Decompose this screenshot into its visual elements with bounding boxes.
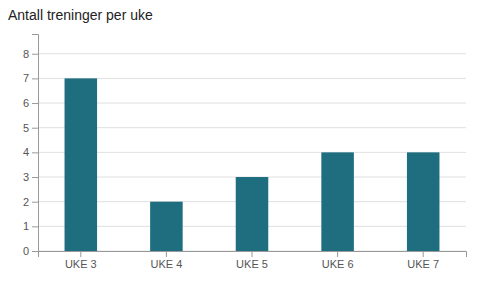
grid-line — [38, 103, 466, 104]
plot-area: 0 1 2 3 4 5 6 7 8 UKE 3 UKE 4 UKE 5 UKE 6 UKE 7 — [23, 35, 467, 270]
y-tick: 3 — [23, 171, 38, 183]
x-tick-label: UKE 6 — [322, 258, 354, 270]
x-tick: UKE 7 — [407, 251, 439, 270]
y-tick: 1 — [23, 220, 38, 232]
bar — [150, 202, 183, 251]
y-tick-label: 8 — [23, 48, 29, 60]
y-axis-line — [32, 35, 39, 252]
y-tick: 8 — [23, 48, 38, 60]
chart-svg: Antall treninger per uke012345678UKE 3UK… — [0, 0, 482, 281]
x-tick-label: UKE 7 — [407, 258, 439, 270]
y-tick-label: 4 — [23, 146, 29, 158]
bar — [407, 152, 440, 251]
grid-line — [38, 78, 466, 79]
y-tick-mark — [32, 251, 38, 252]
bar — [236, 177, 269, 251]
x-tick-mark — [423, 251, 424, 257]
x-tick-mark — [166, 251, 167, 257]
y-tick-label: 2 — [23, 196, 29, 208]
y-tick-mark — [32, 152, 38, 153]
y-tick-label: 6 — [23, 97, 29, 109]
y-tick-mark — [32, 177, 38, 178]
y-tick-label: 5 — [23, 122, 29, 134]
x-axis-line — [39, 252, 467, 258]
x-tick: UKE 4 — [151, 251, 183, 270]
x-tick-label: UKE 3 — [65, 258, 97, 270]
x-tick: UKE 5 — [236, 251, 268, 270]
grid-line — [38, 152, 466, 153]
y-tick-mark — [32, 103, 38, 104]
bar — [321, 152, 354, 251]
y-tick: 6 — [23, 97, 38, 109]
x-tick-mark — [80, 251, 81, 257]
x-tick-mark — [337, 251, 338, 257]
y-tick-mark — [32, 226, 38, 227]
x-tick-label: UKE 5 — [236, 258, 268, 270]
grid — [38, 54, 466, 251]
y-axis: 0 1 2 3 4 5 6 7 8 — [23, 35, 39, 258]
y-tick: 5 — [23, 122, 38, 134]
y-tick-label: 1 — [23, 220, 29, 232]
y-tick: 4 — [23, 146, 38, 158]
x-axis: UKE 3 UKE 4 UKE 5 UKE 6 UKE 7 — [39, 251, 467, 270]
y-tick: 0 — [23, 245, 38, 257]
grid-line — [38, 127, 466, 128]
x-tick-mark — [252, 251, 253, 257]
x-tick-label: UKE 4 — [151, 258, 183, 270]
bars — [65, 78, 440, 251]
y-tick-mark — [32, 128, 38, 129]
y-tick-label: 3 — [23, 171, 29, 183]
y-tick-label: 0 — [23, 245, 29, 257]
bar — [65, 78, 98, 251]
grid-line — [38, 53, 466, 54]
chart-title: Antall treninger per uke — [8, 7, 153, 23]
y-tick-mark — [32, 202, 38, 203]
y-tick-label: 7 — [23, 72, 29, 84]
y-tick-mark — [32, 54, 38, 55]
y-tick: 7 — [23, 72, 38, 84]
x-tick: UKE 3 — [65, 251, 97, 270]
y-tick: 2 — [23, 196, 38, 208]
chart-container: Antall treninger per uke012345678UKE 3UK… — [0, 0, 482, 281]
x-tick: UKE 6 — [322, 251, 354, 270]
y-tick-mark — [32, 78, 38, 79]
